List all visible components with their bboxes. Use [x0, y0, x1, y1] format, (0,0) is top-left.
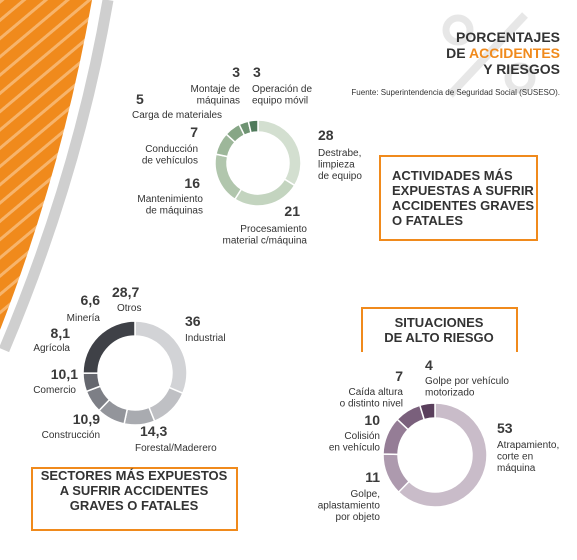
title-box [31, 467, 238, 531]
donut-segment [214, 153, 243, 201]
header-line: DE ACCIDENTES [446, 45, 560, 61]
value-label: 16 [184, 175, 200, 191]
value-label: 3 [232, 64, 240, 80]
decor-band [0, 0, 114, 353]
value-label: 6,6 [81, 292, 101, 308]
category-label: Golpe por vehículo motorizado [425, 376, 509, 399]
category-label: Industrial [185, 333, 226, 344]
decor-stripes [0, 0, 92, 330]
value-label: 8,1 [51, 325, 71, 341]
value-label: 3 [253, 64, 261, 80]
value-label: 21 [284, 203, 300, 219]
category-label: Operación de equipo móvil [252, 84, 312, 107]
title-box [379, 155, 538, 241]
donut-segment [397, 402, 488, 508]
value-label: 7 [190, 124, 198, 140]
donut-segment [382, 453, 411, 494]
value-label: 10,1 [51, 366, 78, 382]
chart-title: SECTORES MÁS EXPUESTOS A SUFRIR ACCIDENTE… [41, 468, 228, 513]
value-label: 36 [185, 313, 201, 329]
header-line: PORCENTAJES [456, 29, 560, 45]
category-label: Comercio [33, 385, 76, 396]
category-label: Otros [117, 303, 141, 314]
donut-segment [418, 402, 436, 421]
value-label: 53 [497, 420, 513, 436]
donut-segment [123, 406, 156, 426]
donut-segment [82, 320, 136, 374]
category-label: Minería [67, 313, 101, 324]
title-box [361, 307, 518, 352]
source: Fuente: Superintendencia de Seguridad So… [351, 88, 560, 97]
category-label: Forestal/Maderero [135, 443, 217, 454]
category-label: Destrabe, limpieza de equipo [318, 148, 362, 182]
category-label: Procesamiento material c/máquina [223, 224, 308, 247]
category-label: Agrícola [33, 343, 70, 354]
header-highlight: ACCIDENTES [469, 45, 560, 61]
value-label: 5 [136, 91, 144, 107]
donut-segment [247, 119, 259, 134]
value-label: 11 [365, 469, 380, 485]
category-label: Atrapamiento, corte en máquina [497, 440, 559, 474]
header-prefix: DE [446, 45, 465, 61]
category-label: Construcción [42, 430, 100, 441]
value-label: 10,9 [73, 411, 100, 427]
category-label: Conducción de vehículos [142, 144, 198, 167]
value-label: 4 [425, 357, 433, 373]
value-label: 7 [395, 368, 403, 384]
percent-icon [442, 12, 536, 98]
donut-segment [134, 320, 188, 395]
value-label: 14,3 [140, 423, 167, 439]
header-line: Y RIESGOS [483, 61, 560, 77]
value-label: 28,7 [112, 284, 139, 300]
category-label: Mantenimiento de máquinas [137, 194, 203, 217]
donut-segment [147, 386, 184, 423]
chart-title: ACTIVIDADES MÁS EXPUESTAS A SUFRIR ACCIDEN… [392, 168, 534, 228]
donut-segment [233, 178, 296, 207]
donut-segment [257, 119, 302, 187]
category-label: Golpe, aplastamiento por objeto [318, 489, 381, 523]
value-label: 28 [318, 127, 334, 143]
chart-title: SITUACIONES DE ALTO RIESGO [384, 315, 494, 345]
category-label: Caída altura o distinto nivel [340, 387, 404, 410]
value-label: 10 [364, 412, 380, 428]
category-label: Montaje de máquinas [191, 84, 241, 107]
category-label: Colisión en vehículo [329, 431, 381, 454]
category-label: Carga de materiales [132, 110, 222, 121]
